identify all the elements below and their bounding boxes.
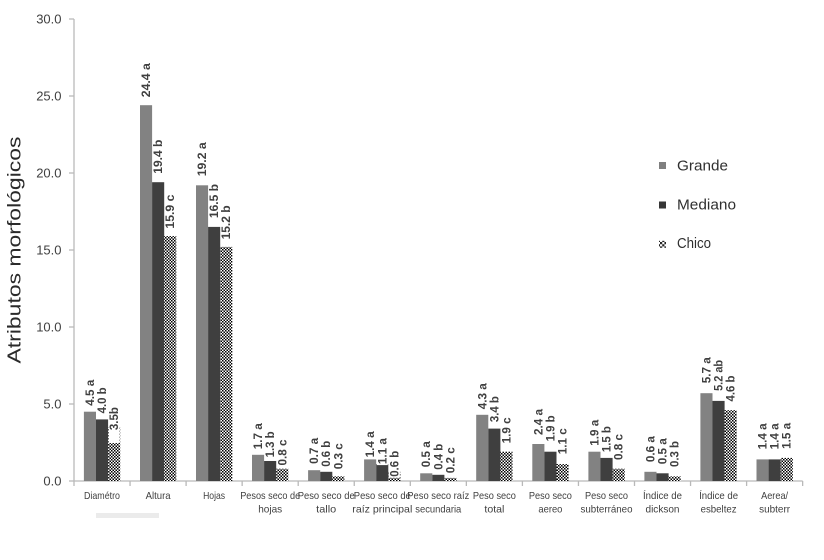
svg-text:30.0: 30.0 [36,12,61,27]
svg-text:10.0: 10.0 [36,320,61,335]
svg-text:15.0: 15.0 [36,243,61,258]
svg-text:4.3 a: 4.3 a [475,383,489,409]
svg-text:subterr: subterr [759,504,790,516]
svg-text:0.5 a: 0.5 a [419,441,433,467]
svg-text:20.0: 20.0 [36,166,61,181]
svg-text:Mediano: Mediano [677,196,736,213]
svg-text:1.4 a: 1.4 a [768,423,782,449]
svg-text:0.3 b: 0.3 b [668,441,682,467]
svg-text:16.5 b: 16.5 b [207,184,221,218]
svg-text:1.9 c: 1.9 c [500,417,514,443]
svg-text:0.6 b: 0.6 b [387,451,401,477]
svg-text:0.3 c: 0.3 c [331,443,345,469]
svg-text:0.0: 0.0 [43,474,61,489]
svg-text:dickson: dickson [646,504,680,516]
svg-text:Pesos seco de: Pesos seco de [240,490,300,502]
svg-text:0.5 a: 0.5 a [656,438,670,464]
svg-text:24.4 a: 24.4 a [139,63,153,97]
svg-text:3.5b: 3.5b [107,407,121,430]
svg-text:5.0: 5.0 [43,397,61,412]
svg-text:secundaria: secundaria [415,504,461,516]
svg-text:0.4 b: 0.4 b [431,444,445,470]
svg-text:Diamétro: Diamétro [84,490,120,502]
svg-text:1.9 a: 1.9 a [587,419,601,445]
svg-text:4.0 b: 4.0 b [95,387,109,413]
svg-text:4.6 b: 4.6 b [724,376,738,402]
svg-text:subterráneo: subterráneo [581,504,633,516]
svg-text:19.2 a: 19.2 a [195,142,209,176]
svg-text:19.4 b: 19.4 b [151,140,165,174]
svg-text:0.8 c: 0.8 c [275,439,289,465]
svg-text:1.9 b: 1.9 b [543,415,557,441]
svg-text:total: total [484,504,504,516]
svg-text:3.4 b: 3.4 b [487,396,501,422]
svg-text:15.9 c: 15.9 c [163,194,177,228]
svg-text:25.0: 25.0 [36,89,61,104]
svg-text:Índice de: Índice de [643,489,682,502]
svg-text:1.5 a: 1.5 a [780,423,794,449]
svg-text:15.2 b: 15.2 b [219,205,233,239]
svg-text:1.4 a: 1.4 a [363,431,377,457]
svg-text:esbeltez: esbeltez [701,504,737,516]
svg-text:4.5 a: 4.5 a [83,379,97,405]
svg-text:1.3 b: 1.3 b [263,431,277,457]
svg-text:0.6 a: 0.6 a [643,436,657,462]
svg-text:tallo: tallo [316,504,336,516]
svg-text:Peso seco: Peso seco [529,490,572,502]
svg-text:Grande: Grande [677,158,728,175]
svg-text:aereo: aereo [538,504,562,516]
svg-text:5.7 a: 5.7 a [700,357,714,383]
svg-text:0.2 c: 0.2 c [443,447,457,473]
svg-text:1.5 b: 1.5 b [600,426,614,452]
svg-text:0.6 b: 0.6 b [319,441,333,467]
svg-text:1.7 a: 1.7 a [251,423,265,449]
svg-text:Peso seco raíz: Peso seco raíz [407,490,469,502]
svg-text:Peso seco: Peso seco [585,490,628,502]
svg-text:Atributos morfológicos: Atributos morfológicos [5,137,25,364]
svg-text:hojas: hojas [258,504,282,516]
svg-text:Peso seco de: Peso seco de [298,490,355,502]
svg-text:Índice de: Índice de [699,489,738,502]
svg-text:1.1 c: 1.1 c [556,428,570,454]
svg-text:raíz principal: raíz principal [352,504,412,516]
svg-text:0.8 c: 0.8 c [612,434,626,460]
svg-text:Hojas: Hojas [203,490,225,502]
svg-text:1.1 a: 1.1 a [375,438,389,464]
svg-text:Chico: Chico [677,235,711,252]
svg-text:1.4 a: 1.4 a [756,423,770,449]
svg-text:5.2 ab: 5.2 ab [712,360,726,391]
svg-text:Aerea/: Aerea/ [761,490,788,502]
svg-text:0.7 a: 0.7 a [307,438,321,464]
svg-text:Peso seco: Peso seco [473,490,516,502]
svg-text:Altura: Altura [146,490,171,502]
svg-text:Peso seco de: Peso seco de [354,490,411,502]
svg-text:2.4 a: 2.4 a [531,409,545,435]
